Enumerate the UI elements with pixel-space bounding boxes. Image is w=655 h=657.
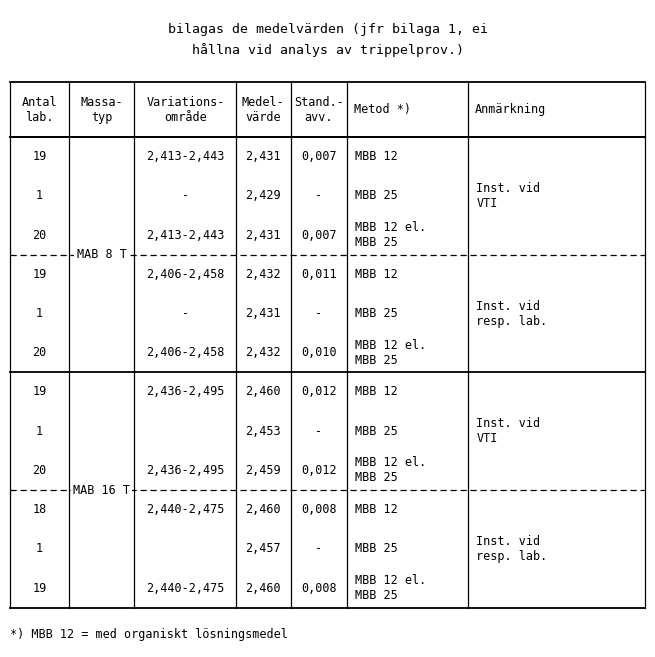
Text: 1: 1 [36,189,43,202]
Text: 2,432: 2,432 [246,268,281,281]
Text: 0,007: 0,007 [301,229,337,242]
Text: Variations-
område: Variations- område [146,95,225,124]
Text: Massa-
typ: Massa- typ [80,95,123,124]
Text: 20: 20 [32,464,47,477]
Text: 2,406-2,458: 2,406-2,458 [146,346,225,359]
Text: Inst. vid
VTI: Inst. vid VTI [476,417,540,445]
Text: 2,429: 2,429 [246,189,281,202]
Text: -: - [316,424,322,438]
Text: MBB 12 el.
MBB 25: MBB 12 el. MBB 25 [355,221,426,249]
Text: MBB 12: MBB 12 [355,503,398,516]
Text: 0,008: 0,008 [301,503,337,516]
Text: MBB 12: MBB 12 [355,150,398,163]
Text: 19: 19 [32,386,47,399]
Text: MBB 25: MBB 25 [355,543,398,555]
Text: 20: 20 [32,229,47,242]
Text: 19: 19 [32,268,47,281]
Text: 2,440-2,475: 2,440-2,475 [146,503,225,516]
Text: 2,431: 2,431 [246,307,281,320]
Text: 2,457: 2,457 [246,543,281,555]
Text: Stand.-
avv.: Stand.- avv. [294,95,344,124]
Text: 18: 18 [32,503,47,516]
Text: 0,010: 0,010 [301,346,337,359]
Text: 2,460: 2,460 [246,386,281,399]
Text: MBB 12: MBB 12 [355,268,398,281]
Text: 2,431: 2,431 [246,229,281,242]
Text: 2,459: 2,459 [246,464,281,477]
Text: 0,011: 0,011 [301,268,337,281]
Text: 2,406-2,458: 2,406-2,458 [146,268,225,281]
Text: Anmärkning: Anmärkning [475,103,546,116]
Text: 1: 1 [36,543,43,555]
Text: -: - [316,307,322,320]
Text: 2,460: 2,460 [246,581,281,595]
Text: 0,012: 0,012 [301,464,337,477]
Text: MBB 25: MBB 25 [355,424,398,438]
Text: MBB 12: MBB 12 [355,386,398,399]
Text: 2,460: 2,460 [246,503,281,516]
Text: Inst. vid
resp. lab.: Inst. vid resp. lab. [476,535,548,563]
Text: 2,453: 2,453 [246,424,281,438]
Text: MBB 25: MBB 25 [355,307,398,320]
Text: 2,431: 2,431 [246,150,281,163]
Text: 1: 1 [36,424,43,438]
Text: Inst. vid
resp. lab.: Inst. vid resp. lab. [476,300,548,328]
Text: 2,413-2,443: 2,413-2,443 [146,229,225,242]
Text: Metod *): Metod *) [354,103,411,116]
Text: hållna vid analys av trippelprov.): hållna vid analys av trippelprov.) [191,43,464,57]
Text: -: - [316,543,322,555]
Text: 0,012: 0,012 [301,386,337,399]
Text: 0,008: 0,008 [301,581,337,595]
Text: 2,436-2,495: 2,436-2,495 [146,464,225,477]
Text: Medel-
värde: Medel- värde [242,95,285,124]
Text: 19: 19 [32,581,47,595]
Text: 2,440-2,475: 2,440-2,475 [146,581,225,595]
Text: -: - [182,307,189,320]
Text: MAB 8 T: MAB 8 T [77,248,126,261]
Text: Antal
lab.: Antal lab. [22,95,57,124]
Text: -: - [316,189,322,202]
Text: *) MBB 12 = med organiskt lösningsmedel: *) MBB 12 = med organiskt lösningsmedel [10,627,288,641]
Text: -: - [182,189,189,202]
Text: 2,413-2,443: 2,413-2,443 [146,150,225,163]
Text: Inst. vid
VTI: Inst. vid VTI [476,182,540,210]
Text: 2,436-2,495: 2,436-2,495 [146,386,225,399]
Text: MBB 12 el.
MBB 25: MBB 12 el. MBB 25 [355,339,426,367]
Text: 2,432: 2,432 [246,346,281,359]
Text: 0,007: 0,007 [301,150,337,163]
Text: MBB 12 el.
MBB 25: MBB 12 el. MBB 25 [355,457,426,484]
Text: MBB 12 el.
MBB 25: MBB 12 el. MBB 25 [355,574,426,602]
Text: MAB 16 T: MAB 16 T [73,484,130,497]
Text: 1: 1 [36,307,43,320]
Text: MBB 25: MBB 25 [355,189,398,202]
Text: 20: 20 [32,346,47,359]
Text: bilagas de medelvärden (jfr bilaga 1, ei: bilagas de medelvärden (jfr bilaga 1, ei [168,23,487,36]
Text: 19: 19 [32,150,47,163]
